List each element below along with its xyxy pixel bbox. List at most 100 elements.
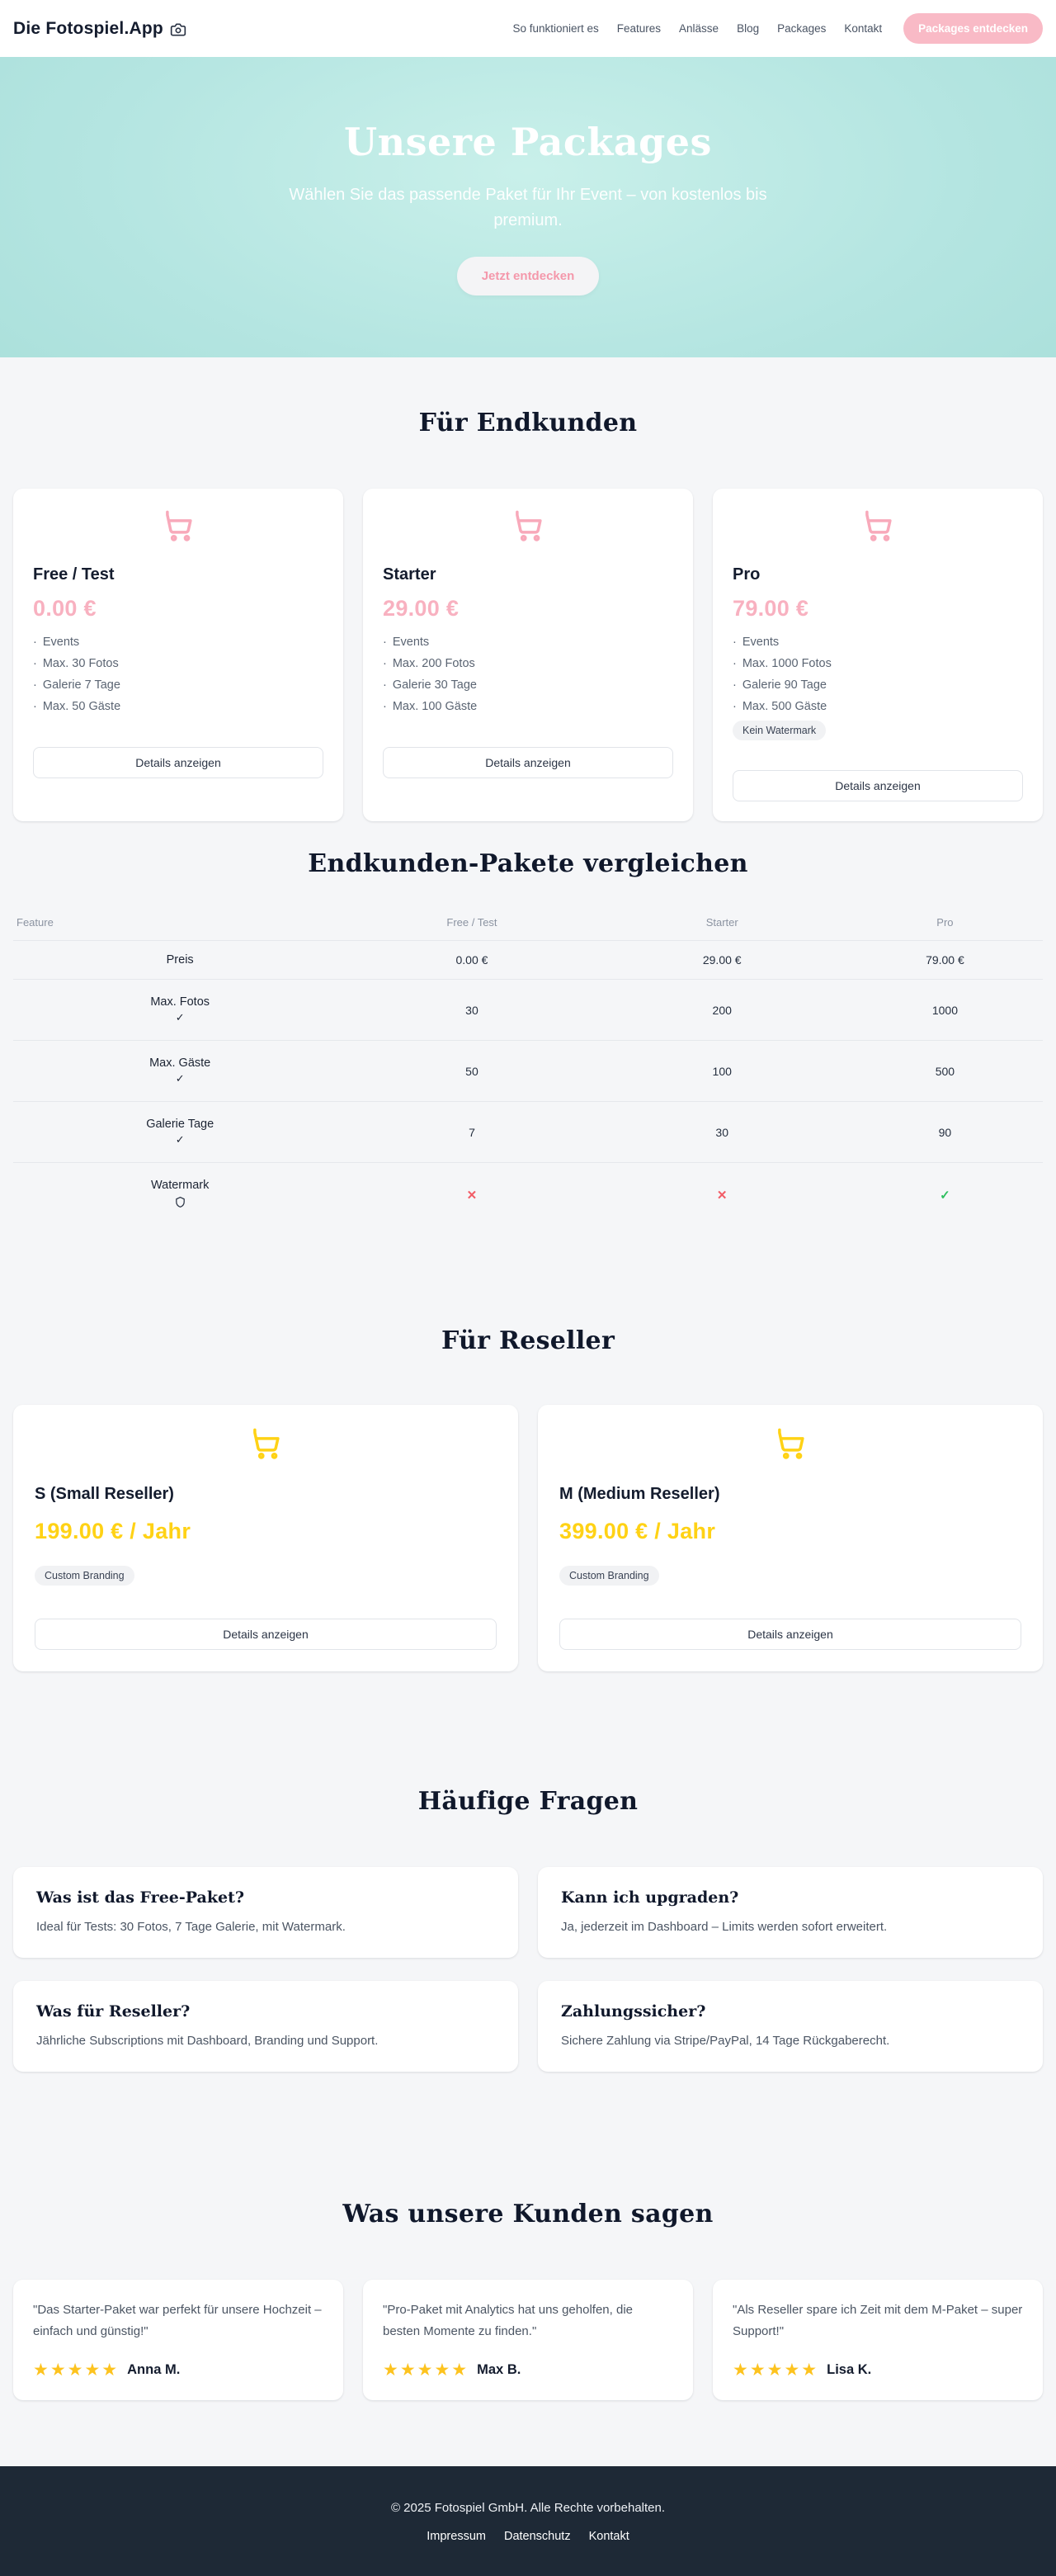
faq-card: Was für Reseller? Jährliche Subscription… bbox=[13, 1980, 518, 2072]
reviewer-name: Max B. bbox=[477, 2362, 521, 2377]
nav-item-features[interactable]: Features bbox=[616, 22, 662, 35]
package-feature-list: Events Max. 1000 Fotos Galerie 90 Tage M… bbox=[733, 631, 1023, 717]
feature-item: Events bbox=[33, 631, 323, 653]
compare-section: Endkunden-Pakete vergleichen Feature Fre… bbox=[13, 849, 1043, 1227]
cell-value: 0.00 € bbox=[346, 940, 597, 980]
main-nav: So funktioniert es Features Anlässe Blog… bbox=[512, 13, 1043, 44]
kein-watermark-badge: Kein Watermark bbox=[733, 721, 827, 740]
testimonial-quote: "Pro-Paket mit Analytics hat uns geholfe… bbox=[383, 2302, 633, 2338]
site-footer: © 2025 Fotospiel GmbH. Alle Rechte vorbe… bbox=[0, 2465, 1056, 2576]
footer-link-impressum[interactable]: Impressum bbox=[427, 2529, 486, 2543]
testimonial-card: "Als Reseller spare ich Zeit mit dem M-P… bbox=[713, 2279, 1043, 2400]
nav-item-so-funktioniert-es[interactable]: So funktioniert es bbox=[512, 22, 599, 35]
check-icon: ✓ bbox=[175, 1072, 185, 1085]
column-header-free-test: Free / Test bbox=[446, 916, 497, 929]
table-row-max-gaeste: Max. Gäste ✓ 50 100 500 bbox=[13, 1040, 1043, 1102]
feature-item: Max. 1000 Fotos bbox=[733, 653, 1023, 674]
cell-value: 79.00 € bbox=[846, 940, 1043, 980]
hero-title: Unsere Packages bbox=[344, 119, 712, 164]
cell-value: 30 bbox=[596, 1101, 847, 1163]
brand-logo[interactable]: Die Fotospiel.App bbox=[13, 19, 186, 39]
row-label: Max. Gäste bbox=[149, 1056, 211, 1070]
shopping-cart-icon bbox=[166, 510, 192, 541]
x-icon: ✕ bbox=[716, 1189, 728, 1203]
faq-title: Häufige Fragen bbox=[417, 1787, 639, 1816]
star-rating-icons: ★★★★★ bbox=[33, 2360, 120, 2380]
jetzt-entdecken-button[interactable]: Jetzt entdecken bbox=[456, 256, 600, 295]
faq-answer: Ja, jederzeit im Dashboard – Limits werd… bbox=[561, 1920, 888, 1934]
footer-link-kontakt[interactable]: Kontakt bbox=[588, 2529, 629, 2543]
star-rating-icons: ★★★★★ bbox=[733, 2360, 819, 2380]
endkunden-card-grid: Free / Test 0.00 € Events Max. 30 Fotos … bbox=[13, 489, 1043, 821]
endkunden-section: Für Endkunden Free / Test 0.00 € Events … bbox=[13, 357, 1043, 821]
faq-card: Was ist das Free-Paket? Ideal für Tests:… bbox=[13, 1867, 518, 1958]
faq-card: Kann ich upgraden? Ja, jederzeit im Dash… bbox=[538, 1867, 1043, 1958]
package-card-starter: Starter 29.00 € Events Max. 200 Fotos Ga… bbox=[363, 489, 693, 821]
package-price: 29.00 € bbox=[383, 596, 460, 621]
feature-item: Max. 500 Gäste bbox=[733, 696, 1023, 717]
testimonial-card: "Pro-Paket mit Analytics hat uns geholfe… bbox=[363, 2279, 693, 2400]
nav-item-blog[interactable]: Blog bbox=[737, 22, 760, 35]
package-price: 0.00 € bbox=[33, 596, 97, 621]
testimonials-section: Was unsere Kunden sagen "Das Starter-Pak… bbox=[13, 2200, 1043, 2400]
star-rating-icons: ★★★★★ bbox=[383, 2360, 469, 2380]
nav-item-anlaesse[interactable]: Anlässe bbox=[679, 22, 719, 35]
details-anzeigen-button[interactable]: Details anzeigen bbox=[35, 1619, 497, 1650]
x-icon: ✕ bbox=[466, 1189, 478, 1203]
table-row-galerie-tage: Galerie Tage ✓ 7 30 90 bbox=[13, 1101, 1043, 1163]
feature-item: Max. 200 Fotos bbox=[383, 653, 673, 674]
feature-item: Galerie 7 Tage bbox=[33, 674, 323, 696]
package-card-free-test: Free / Test 0.00 € Events Max. 30 Fotos … bbox=[13, 489, 343, 821]
package-name: S (Small Reseller) bbox=[35, 1485, 174, 1503]
cell-value: 30 bbox=[346, 979, 597, 1041]
details-anzeigen-button[interactable]: Details anzeigen bbox=[33, 747, 323, 778]
hero-subtitle: Wählen Sie das passende Paket für Ihr Ev… bbox=[289, 185, 767, 229]
details-anzeigen-button[interactable]: Details anzeigen bbox=[733, 770, 1023, 801]
row-label: Watermark bbox=[150, 1179, 210, 1192]
cell-value: 50 bbox=[346, 1040, 597, 1102]
reseller-title: Für Reseller bbox=[441, 1326, 615, 1355]
row-label: Max. Fotos bbox=[150, 995, 210, 1009]
camera-icon bbox=[170, 23, 186, 36]
shopping-cart-icon bbox=[865, 510, 892, 541]
package-feature-list: Events Max. 200 Fotos Galerie 30 Tage Ma… bbox=[383, 631, 673, 717]
shopping-cart-icon bbox=[778, 1428, 804, 1459]
testimonial-quote: "Als Reseller spare ich Zeit mit dem M-P… bbox=[733, 2302, 1023, 2338]
feature-item: Galerie 30 Tage bbox=[383, 674, 673, 696]
faq-card: Zahlungssicher? Sichere Zahlung via Stri… bbox=[538, 1980, 1043, 2072]
package-price: 79.00 € bbox=[733, 596, 809, 621]
package-card-medium-reseller: M (Medium Reseller) 399.00 € / Jahr Cust… bbox=[538, 1405, 1043, 1671]
faq-question: Was für Reseller? bbox=[36, 2002, 191, 2021]
faq-grid: Was ist das Free-Paket? Ideal für Tests:… bbox=[13, 1867, 1043, 2072]
faq-question: Zahlungssicher? bbox=[561, 2002, 706, 2021]
row-label: Preis bbox=[166, 953, 194, 967]
table-row-max-fotos: Max. Fotos ✓ 30 200 1000 bbox=[13, 979, 1043, 1041]
footer-link-datenschutz[interactable]: Datenschutz bbox=[503, 2529, 571, 2543]
package-card-small-reseller: S (Small Reseller) 199.00 € / Jahr Custo… bbox=[13, 1405, 518, 1671]
faq-question: Kann ich upgraden? bbox=[561, 1888, 739, 1907]
nav-item-packages[interactable]: Packages bbox=[777, 22, 827, 35]
package-card-pro: Pro 79.00 € Events Max. 1000 Fotos Galer… bbox=[713, 489, 1043, 821]
details-anzeigen-button[interactable]: Details anzeigen bbox=[383, 747, 673, 778]
package-price: 399.00 € / Jahr bbox=[559, 1519, 716, 1543]
feature-item: Events bbox=[733, 631, 1023, 653]
shield-icon bbox=[175, 1196, 185, 1208]
endkunden-title: Für Endkunden bbox=[418, 409, 638, 437]
shopping-cart-icon bbox=[516, 510, 542, 541]
feature-item: Galerie 90 Tage bbox=[733, 674, 1023, 696]
packages-entdecken-button[interactable]: Packages entdecken bbox=[903, 13, 1043, 44]
brand-name: Die Fotospiel.App bbox=[13, 18, 163, 38]
cell-value: 200 bbox=[596, 979, 847, 1041]
row-label: Galerie Tage bbox=[146, 1118, 214, 1131]
column-header-feature: Feature bbox=[16, 916, 54, 929]
cell-value: 100 bbox=[596, 1040, 847, 1102]
cell-value: 1000 bbox=[846, 979, 1043, 1041]
custom-branding-badge: Custom Branding bbox=[559, 1566, 659, 1586]
feature-item: Max. 30 Fotos bbox=[33, 653, 323, 674]
nav-item-kontakt[interactable]: Kontakt bbox=[844, 22, 883, 35]
feature-item: Max. 50 Gäste bbox=[33, 696, 323, 717]
details-anzeigen-button[interactable]: Details anzeigen bbox=[559, 1619, 1021, 1650]
faq-answer: Ideal für Tests: 30 Fotos, 7 Tage Galeri… bbox=[36, 1920, 346, 1934]
column-header-starter: Starter bbox=[705, 916, 738, 929]
feature-item: Max. 100 Gäste bbox=[383, 696, 673, 717]
